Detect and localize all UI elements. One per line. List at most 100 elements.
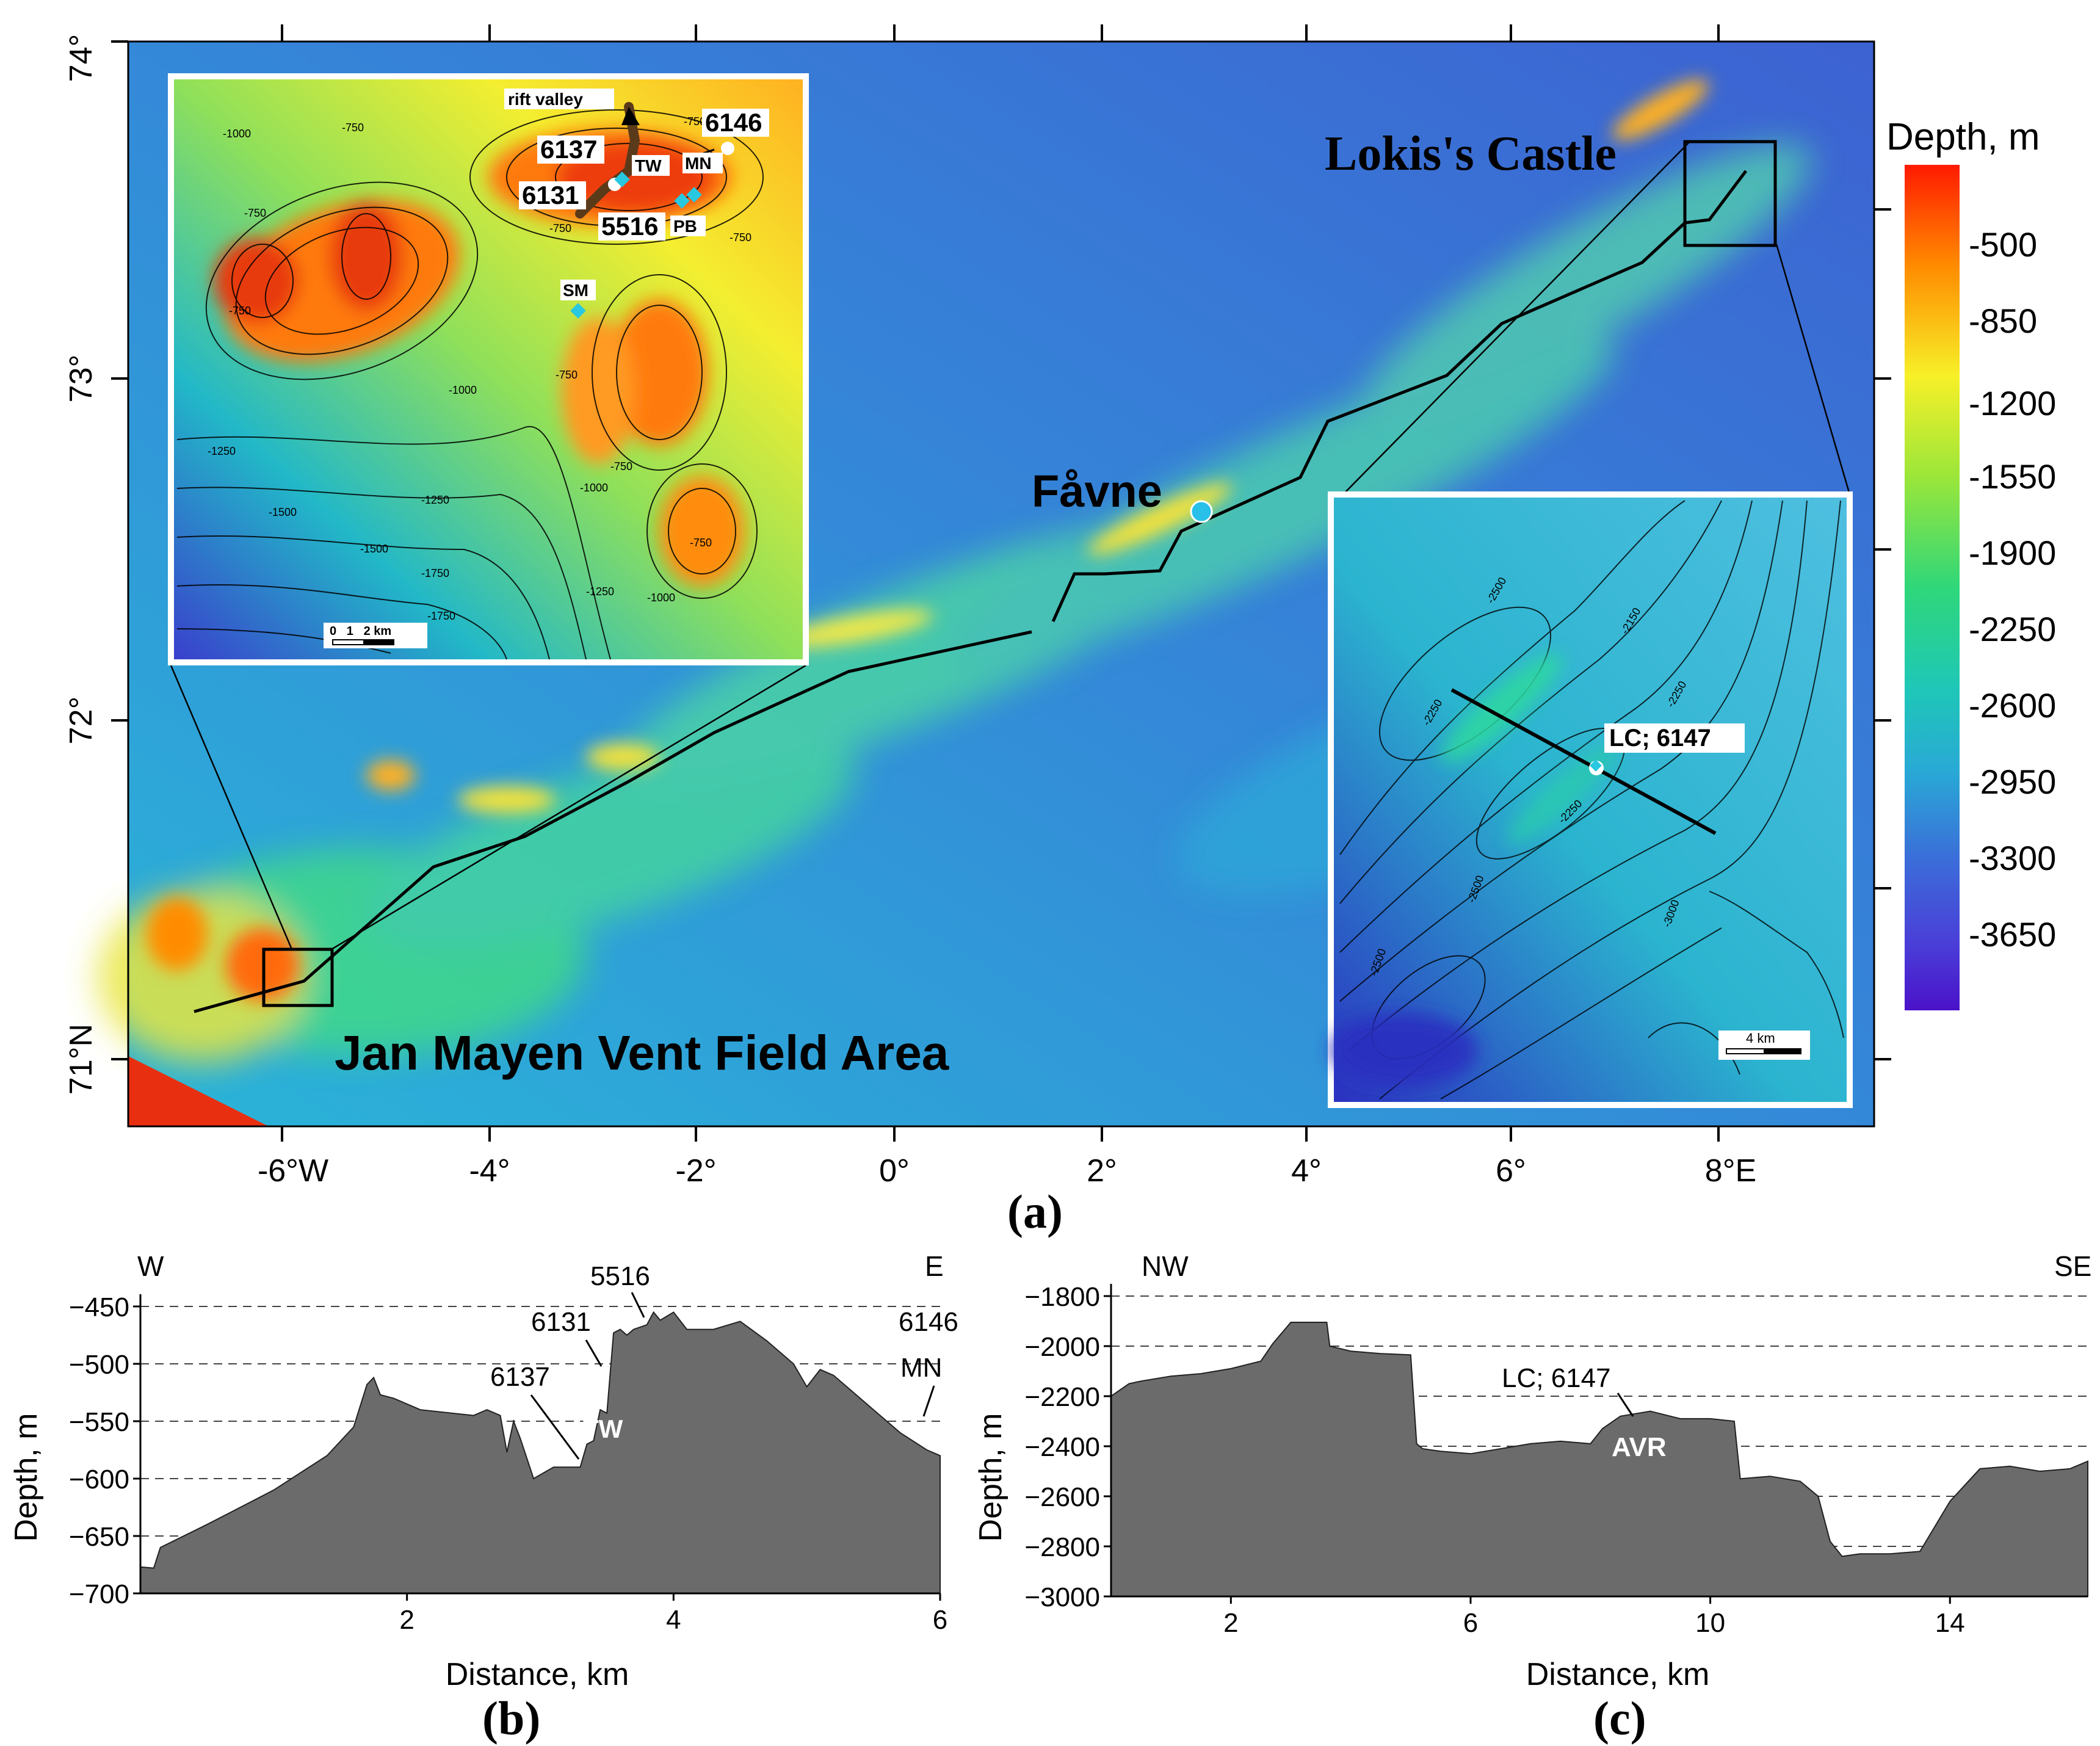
contour-label: -750 [229,305,251,317]
y-tick-label: −3000 [1024,1582,1100,1612]
contour-label: -1250 [586,585,614,598]
x-tick-label: 2 [1223,1608,1238,1638]
contour-label: -750 [244,207,266,219]
anno-6146: 6146 [899,1307,958,1337]
anno-6137: 6137 [490,1362,550,1392]
axis-ylabel: Depth, m [977,1413,1008,1542]
rift-valley-label: rift valley [508,90,583,109]
anno-tw: TW [583,1415,623,1443]
colorbar-tick: -500 [1969,225,2037,264]
contour-label: -1250 [421,494,449,506]
colorbar-tick: -3300 [1969,839,2056,877]
y-tick-label: −700 [69,1579,129,1609]
contour-label: -750 [342,121,364,134]
lon-label: -4° [469,1153,510,1189]
lon-label: -6°W [258,1153,328,1189]
lon-label: -2° [675,1153,716,1189]
dir-right-label: E [925,1250,944,1282]
lat-label-72: 72° [63,697,99,745]
anno-mn: MN [900,1353,942,1383]
x-tick-label: 14 [1935,1608,1965,1638]
jan-mayen-label: Jan Mayen Vent Field Area [335,1026,949,1080]
lc-scalebar-label: 4 km [1746,1031,1775,1046]
contour-label: -1000 [580,482,608,494]
inset-lokis-castle: LC; 6147 -2500 -2150 -2250 -2250 -2250 -… [1328,491,1853,1108]
colorbar-tick: -2250 [1969,610,2056,648]
profile-chart-b: −450 −500 −550 −600 −650 −700 2 4 6 W E 5516 613… [9,1250,958,1692]
contour-label: -1500 [269,506,297,518]
jm-scalebar-label: 0 1 2 km [330,625,391,638]
x-tick-label: 10 [1695,1608,1725,1638]
colorbar-tick: -1200 [1969,384,2056,422]
contour-label: -1000 [223,128,251,140]
colorbar-tick: -1900 [1969,534,2056,572]
lat-label-71: 71°N [63,1024,99,1095]
jan-mayen-box [262,947,334,1007]
map-frame [127,40,1875,1128]
contour-label: -1750 [427,610,455,622]
contour-label: -1000 [647,592,675,604]
favne-marker [1190,500,1213,523]
tw-label: TW [635,156,662,175]
pb-label: PB [673,217,697,236]
y-tick-label: −2600 [1024,1482,1100,1512]
contour-label: -1500 [360,543,388,555]
contour-label: -750 [549,222,571,234]
colorbar-tick: -2600 [1969,686,2056,725]
panel-b-label: (b) [482,1692,541,1745]
lokis-box [1683,140,1777,247]
x-tick-label: 6 [1463,1608,1478,1638]
contour-label: -750 [730,231,751,244]
anno-5516: 5516 [590,1261,650,1291]
contour-label: -750 [610,460,632,473]
ridge-axis-line [194,630,1032,1013]
y-tick-label: −2400 [1024,1432,1100,1462]
lon-label: 6° [1496,1153,1526,1189]
lat-label-74: 74° [63,34,99,82]
lon-label: 8°E [1705,1153,1756,1189]
y-tick-label: −2800 [1024,1532,1100,1562]
y-tick-label: −450 [69,1292,129,1322]
panel-a-label: (a) [1007,1185,1063,1238]
favne-label: Fåvne [1032,466,1162,516]
site-6137-label: 6137 [540,135,597,164]
contour-label: -1250 [208,445,236,457]
sm-marker [570,303,586,319]
contour-label: -750 [556,369,578,381]
y-tick-label: −550 [69,1407,129,1437]
y-tick-label: −2200 [1024,1382,1100,1412]
contour-label: -1000 [449,384,477,396]
map-ticks [111,24,1891,1142]
lc-6147-label: LC; 6147 [1609,725,1711,752]
profile-c-area [1110,1322,2088,1597]
colorbar-title: Depth, m [1886,116,2040,158]
lc-marker-diamond [1590,759,1602,772]
contour-label: -750 [684,115,706,128]
y-tick-label: −2000 [1024,1332,1100,1362]
x-tick-label: 2 [399,1605,414,1635]
x-tick-label: 6 [933,1605,947,1635]
site-6131-label: 6131 [522,181,579,209]
dir-right-label: SE [2054,1250,2091,1282]
inset-jan-mayen: -1000 -750 -750 -750 -750 -750 -750 -100… [168,73,809,665]
panel-c-label: (c) [1593,1692,1646,1745]
colorbar-tick: -1550 [1969,457,2056,496]
bathymetry-map: Lokis's Castle Fåvne Jan Mayen Vent Fiel… [63,24,2056,1189]
profile-chart-c: −1800 −2000 −2200 −2400 −2600 −2800 −3000 2 6 10 1… [977,1250,2091,1692]
x-tick-label: 4 [666,1605,681,1635]
site-6146-label: 6146 [705,108,762,137]
colorbar: Depth, m -500 -850 -1200 -1550 -1900 -22… [1886,116,2056,1010]
mn-label: MN [685,154,712,173]
lat-label-73: 73° [63,355,99,403]
anno-avr: AVR [1612,1432,1667,1462]
site-6146-marker [721,142,734,155]
anno-lc: LC; 6147 [1502,1363,1611,1393]
dir-left-label: NW [1142,1250,1189,1282]
colorbar-tick: -3650 [1969,915,2056,954]
lon-label: 4° [1291,1153,1322,1189]
colorbar-tick: -2950 [1969,763,2056,801]
contour-label: -750 [690,537,712,549]
anno-6131: 6131 [531,1307,591,1337]
dir-left-label: W [137,1250,164,1282]
y-tick-label: −650 [69,1522,129,1552]
